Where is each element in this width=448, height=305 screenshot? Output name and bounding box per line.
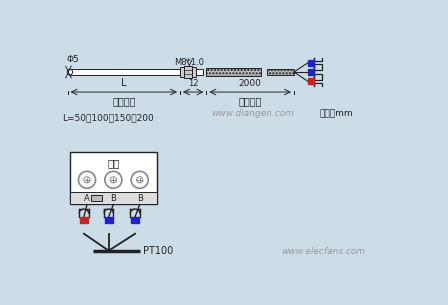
Text: 12: 12 [188,79,198,88]
Text: 引线长度: 引线长度 [238,97,262,107]
Text: 单位：mm: 单位：mm [319,109,353,118]
Text: B: B [110,194,116,203]
Bar [91,195,102,201]
Bar [192,67,195,77]
Text: B: B [137,194,142,203]
Text: 2000: 2000 [239,79,262,88]
Text: Φ5: Φ5 [66,55,79,64]
Bar [70,192,157,204]
Bar [80,217,88,223]
Bar [207,68,261,76]
Text: 仪表: 仪表 [107,158,120,168]
Text: L=50、100、150、200: L=50、100、150、200 [62,113,154,122]
Text: 探头长度: 探头长度 [112,97,136,107]
Text: A: A [84,194,90,203]
Bar [105,217,112,223]
Bar [308,60,314,66]
Bar [184,66,192,78]
Ellipse shape [67,69,73,75]
Bar [70,152,157,204]
Bar [308,69,314,75]
Text: L: L [121,78,127,88]
Bar [195,69,203,75]
Bar [131,217,139,223]
Text: www.elecfans.com: www.elecfans.com [281,247,365,256]
Bar [308,78,314,84]
Bar [267,69,294,75]
Text: M8*1.0: M8*1.0 [174,58,204,67]
Text: PT100: PT100 [143,246,173,256]
Bar [180,67,184,77]
Text: www.diangen.com: www.diangen.com [211,109,294,118]
Bar [70,69,180,75]
